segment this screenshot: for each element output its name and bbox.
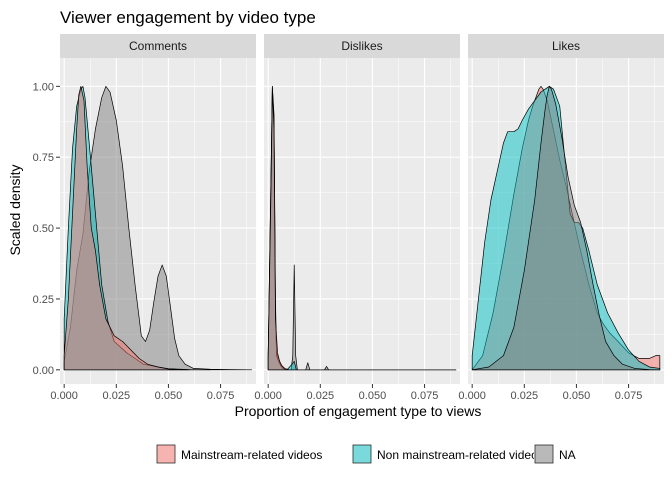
y-axis-title: Scaled density — [7, 164, 23, 255]
y-tick-label: 0.75 — [33, 152, 54, 164]
facet-strip-label: Likes — [552, 39, 580, 53]
facet-strip — [264, 34, 460, 58]
facet-comments: Comments 0.000 0.025 0.050 0.075 0.00 0.25 0.50… — [33, 34, 256, 402]
density-area-na — [471, 86, 661, 371]
facet-strip — [60, 34, 256, 58]
facet-strip-label: Dislikes — [341, 39, 382, 53]
x-tick-label: 0.075 — [615, 390, 643, 402]
y-tick-label: 0.00 — [33, 365, 54, 377]
x-tick-label: 0.025 — [103, 390, 131, 402]
x-tick-label: 0.000 — [458, 390, 486, 402]
facet-panels: Comments 0.000 0.025 0.050 0.075 0.00 0.25 0.50… — [33, 34, 664, 402]
x-tick-label: 0.025 — [307, 390, 335, 402]
legend-item-non-mainstream-related-videos: Non mainstream-related videos — [352, 444, 544, 464]
legend-swatch — [156, 444, 176, 464]
legend-label: Non mainstream-related videos — [377, 448, 544, 462]
y-tick-label: 0.50 — [33, 223, 54, 235]
x-tick-label: 0.075 — [207, 390, 235, 402]
density-area-mainstream-related-videos — [63, 86, 190, 371]
legend: Mainstream-related videos Non mainstream-… — [156, 444, 576, 464]
legend-item-mainstream-related-videos: Mainstream-related videos — [156, 444, 322, 464]
facet-strip-label: Comments — [129, 39, 187, 53]
legend-label: NA — [559, 448, 576, 462]
legend-label: Mainstream-related videos — [181, 448, 322, 462]
legend-swatch — [352, 444, 372, 464]
legend-item-na: NA — [534, 444, 576, 464]
x-axis-title: Proportion of engagement type to views — [235, 403, 482, 419]
chart-title: Viewer engagement by video type — [60, 8, 316, 27]
y-tick-label: 0.25 — [33, 294, 54, 306]
y-tick-label: 1.00 — [33, 81, 54, 93]
density-area-mainstream-related-videos — [267, 88, 457, 371]
x-tick-label: 0.075 — [411, 390, 439, 402]
panel-background — [264, 58, 460, 384]
x-tick-label: 0.000 — [254, 390, 282, 402]
facet-dislikes: Dislikes 0.000 0.025 0.050 0.075 — [254, 34, 460, 402]
facet-strip — [468, 34, 664, 58]
x-tick-label: 0.000 — [50, 390, 78, 402]
legend-swatch — [534, 444, 554, 464]
x-tick-label: 0.050 — [359, 390, 387, 402]
x-tick-label: 0.025 — [511, 390, 539, 402]
x-tick-label: 0.050 — [563, 390, 591, 402]
facet-likes: Likes 0.000 0.025 0.050 0.075 — [458, 34, 664, 402]
x-tick-label: 0.050 — [155, 390, 183, 402]
